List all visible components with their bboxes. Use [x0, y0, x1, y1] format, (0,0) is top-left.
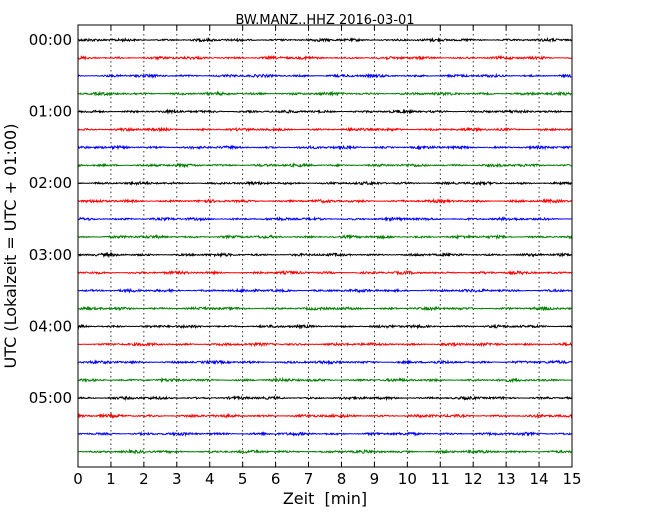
- x-tick-label: 8: [337, 470, 347, 488]
- trace-line: [77, 287, 573, 294]
- trace-line: [77, 305, 573, 312]
- x-tick-label: 3: [172, 470, 182, 488]
- x-tick-label: 2: [139, 470, 149, 488]
- x-tick-label: 7: [304, 470, 314, 488]
- x-tick-label: 10: [398, 470, 417, 488]
- y-tick-labels: 00:00 01:00 02:00 03:00 04:00 05:00: [29, 31, 72, 407]
- trace-line: [77, 376, 573, 384]
- trace-group: [77, 36, 573, 455]
- trace-line: [77, 412, 573, 420]
- trace-line: [77, 54, 573, 61]
- x-tick-label: 6: [271, 470, 281, 488]
- trace-line: [77, 233, 573, 240]
- y-tick-label: 00:00: [29, 31, 72, 49]
- trace-line: [77, 323, 573, 330]
- chart-title: BW.MANZ..HHZ 2016-03-01: [235, 13, 414, 28]
- trace-line: [77, 108, 573, 115]
- trace-line: [77, 269, 573, 276]
- trace-line: [77, 395, 573, 402]
- plot-frame: [77, 24, 573, 468]
- trace-line: [77, 430, 573, 437]
- x-tick-label: 9: [370, 470, 380, 488]
- x-tick-label: 13: [497, 470, 516, 488]
- trace-line: [77, 144, 573, 151]
- y-tick-label: 05:00: [29, 389, 72, 407]
- x-tick-label: 0: [73, 470, 83, 488]
- y-tick-label: 04:00: [29, 317, 72, 335]
- trace-line: [77, 341, 573, 348]
- x-tick-label: 12: [464, 470, 483, 488]
- trace-line: [77, 359, 573, 366]
- trace-line: [77, 162, 573, 169]
- trace-line: [77, 215, 573, 222]
- x-axis-label: Zeit [min]: [283, 489, 367, 508]
- y-tick-label: 02:00: [29, 174, 72, 192]
- trace-line: [77, 251, 573, 259]
- x-tick-labels: 0 1 2 3 4 5 6 7 8 9 10 11 12 13 14 15: [73, 470, 581, 488]
- x-tick-label: 15: [562, 470, 581, 488]
- x-tick-label: 1: [106, 470, 116, 488]
- x-tick-label: 11: [431, 470, 450, 488]
- axis-ticks: [77, 25, 573, 467]
- trace-line: [77, 180, 573, 187]
- trace-line: [77, 36, 573, 44]
- x-tick-label: 5: [238, 470, 248, 488]
- x-tick-label: 4: [205, 470, 215, 488]
- trace-line: [77, 448, 573, 455]
- y-tick-label: 03:00: [29, 246, 72, 264]
- vertical-grid: [110, 25, 540, 467]
- trace-line: [77, 90, 573, 97]
- y-tick-label: 01:00: [29, 103, 72, 121]
- trace-line: [77, 126, 573, 133]
- x-tick-label: 14: [530, 470, 549, 488]
- y-axis-label: UTC (Lokalzeit = UTC + 01:00): [1, 124, 20, 369]
- trace-line: [77, 72, 573, 79]
- trace-line: [77, 197, 573, 205]
